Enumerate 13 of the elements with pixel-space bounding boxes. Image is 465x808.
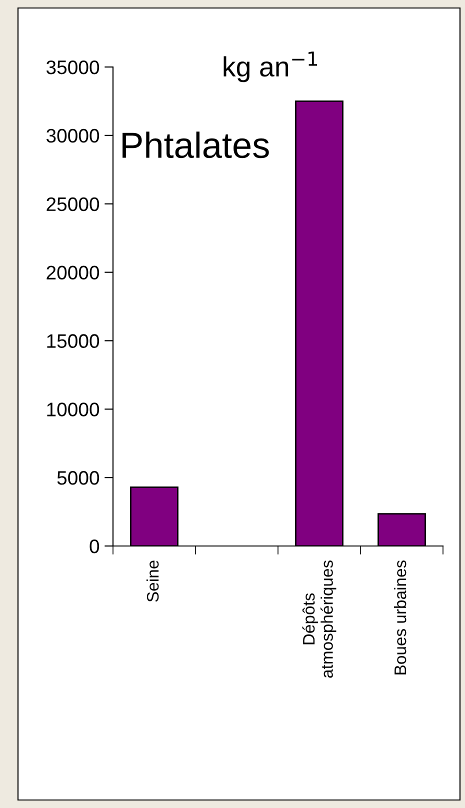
y-tick-label: 35000 xyxy=(46,60,100,74)
x-tick-label: Seine xyxy=(146,560,159,602)
y-tick-label: 15000 xyxy=(47,334,100,348)
y-tick-label: 20000 xyxy=(46,266,100,280)
y-tick-label: 0 xyxy=(90,539,100,554)
annotation: kg an$^{−1}$ xyxy=(224,52,317,82)
annotation: Phtalates xyxy=(122,132,269,158)
x-tick-label: Dépôts atmosphériques xyxy=(302,560,336,678)
y-tick-label: 5000 xyxy=(57,471,100,485)
y-tick-label: 25000 xyxy=(46,197,100,212)
y-tick-label: 10000 xyxy=(47,402,100,416)
x-tick-label: Boues urbaines xyxy=(394,560,406,674)
y-tick-label: 30000 xyxy=(46,128,100,143)
